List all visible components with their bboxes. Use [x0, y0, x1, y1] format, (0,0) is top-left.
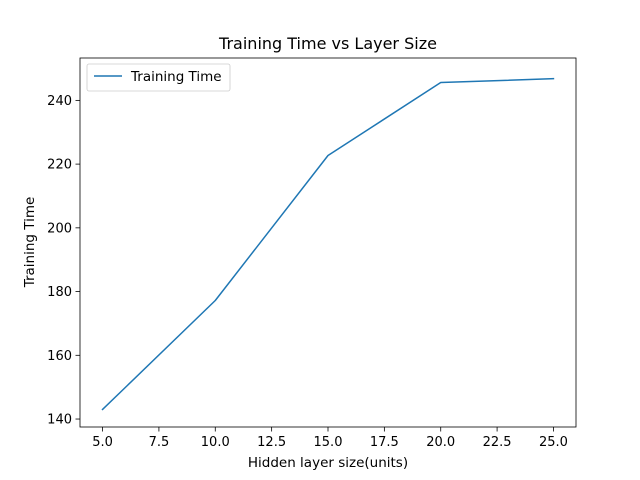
y-tick-label: 160 — [47, 349, 72, 364]
y-tick-label: 240 — [47, 94, 72, 109]
legend-label: Training Time — [130, 69, 222, 85]
y-tick-label: 180 — [47, 285, 72, 300]
y-axis-title: Training Time — [22, 197, 38, 289]
legend: Training Time — [86, 63, 231, 92]
y-tick-label: 140 — [47, 413, 72, 428]
x-tick-label: 17.5 — [370, 435, 399, 450]
plot-layer — [101, 77, 555, 411]
x-tick-label: 7.5 — [149, 435, 170, 450]
x-tick-label: 22.5 — [483, 435, 512, 450]
legend-box — [86, 63, 231, 92]
series-line-0 — [101, 77, 555, 411]
x-axis-title: Hidden layer size(units) — [248, 455, 408, 471]
x-tick-label: 5.0 — [92, 435, 113, 450]
x-tick-label: 20.0 — [426, 435, 455, 450]
x-tick-label: 10.0 — [201, 435, 230, 450]
y-tick-label: 220 — [47, 158, 72, 173]
x-tick-label: 12.5 — [257, 435, 286, 450]
y-axis: 140 160 180 200 220 240 — [47, 94, 80, 428]
x-tick-label: 15.0 — [314, 435, 343, 450]
y-tick-label: 200 — [47, 221, 72, 236]
x-axis: 5.0 7.5 10.0 12.5 15.0 17.5 20.0 22.5 25.0 — [92, 427, 568, 450]
x-tick-label: 25.0 — [539, 435, 568, 450]
chart-title: Training Time vs Layer Size — [218, 34, 437, 53]
